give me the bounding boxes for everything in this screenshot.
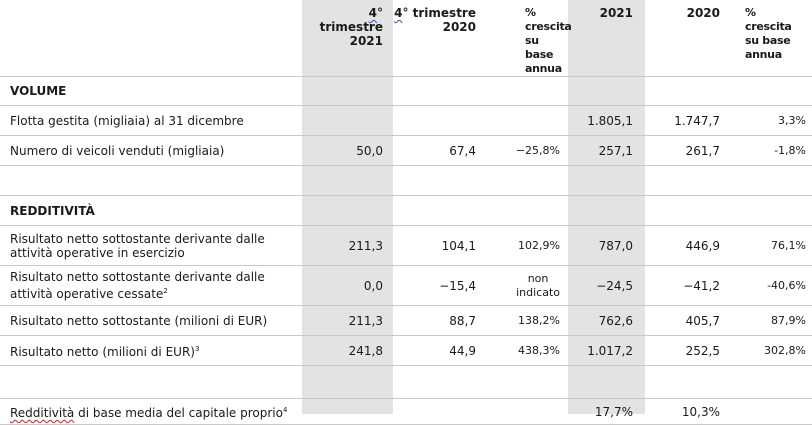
cell-2020: 252,5 [645,335,732,366]
cell-growth-quarter [488,105,568,136]
table-row: Numero di veicoli venduti (migliaia) 50,… [0,135,812,166]
cell-growth-year: 87,9% [732,305,812,336]
cell-growth-quarter: 102,9% [488,225,568,266]
cell-2020: 261,7 [645,135,732,166]
cell-q4-2020: −15,4 [393,265,488,306]
cell-q4-2020: 104,1 [393,225,488,266]
cell-q4-2021: 211,3 [302,225,393,266]
section-title-volume: VOLUME [0,76,302,106]
header-label-cell [0,0,302,77]
cell-2021: −24,5 [568,265,645,306]
cell-q4-2021: 0,0 [302,265,393,306]
cell-2021: 257,1 [568,135,645,166]
spacer-row [0,165,812,196]
header-row: 4° trimestre 2021 4° trimestre 2020 % cr… [0,0,812,77]
cell-q4-2021: 211,3 [302,305,393,336]
cell-q4-2020 [393,398,488,425]
header-growth-year: % crescita su base annua [732,0,812,77]
row-label: Risultato netto sottostante (milioni di … [0,305,302,336]
table-row: Risultato netto sottostante (milioni di … [0,305,812,336]
cell-2021: 1.805,1 [568,105,645,136]
cell-2020: −41,2 [645,265,732,306]
cell-growth-year: -40,6% [732,265,812,306]
table-row: Risultato netto (milioni di EUR)3 241,8 … [0,335,812,366]
row-label: Redditività di base media del capitale p… [0,398,302,425]
table-row: Risultato netto sottostante derivante da… [0,265,812,306]
cell-q4-2021: 50,0 [302,135,393,166]
section-title-redditivita: REDDITIVITÀ [0,195,302,226]
table-row: Flotta gestita (migliaia) al 31 dicembre… [0,105,812,136]
row-label: Risultato netto sottostante derivante da… [0,225,302,266]
cell-2020: 1.747,7 [645,105,732,136]
table-row: Redditività di base media del capitale p… [0,398,812,425]
cell-growth-year: -1,8% [732,135,812,166]
header-year-2020: 2020 [645,0,732,77]
cell-q4-2021: 241,8 [302,335,393,366]
section-row-volume: VOLUME [0,76,812,106]
cell-growth-quarter: non indicato [488,265,568,306]
spacer-row [0,365,812,399]
header-year-2021: 2021 [568,0,645,77]
cell-2021: 787,0 [568,225,645,266]
row-label: Risultato netto (milioni di EUR)3 [0,335,302,366]
cell-2021: 762,6 [568,305,645,336]
cell-growth-quarter: 438,3% [488,335,568,366]
header-growth-quarter: % crescita su base annua [488,0,572,77]
header-q4-2020: 4° trimestre 2020 [393,0,488,77]
cell-2021: 17,7% [568,398,645,425]
cell-2021: 1.017,2 [568,335,645,366]
cell-growth-quarter [488,398,568,425]
cell-growth-quarter: 138,2% [488,305,568,336]
cell-q4-2020 [393,105,488,136]
cell-2020: 446,9 [645,225,732,266]
cell-q4-2020: 88,7 [393,305,488,336]
cell-growth-year: 302,8% [732,335,812,366]
cell-q4-2021 [302,398,393,425]
cell-q4-2020: 67,4 [393,135,488,166]
cell-growth-year: 76,1% [732,225,812,266]
row-label: Risultato netto sottostante derivante da… [0,265,302,306]
cell-2020: 405,7 [645,305,732,336]
section-row-redditivita: REDDITIVITÀ [0,195,812,226]
cell-q4-2021 [302,105,393,136]
cell-q4-2020: 44,9 [393,335,488,366]
table-row: Risultato netto sottostante derivante da… [0,225,812,266]
header-q4-2021: 4° trimestre 2021 [302,0,393,77]
cell-growth-quarter: −25,8% [488,135,568,166]
cell-growth-year: 3,3% [732,105,812,136]
row-label: Numero di veicoli venduti (migliaia) [0,135,302,166]
cell-2020: 10,3% [645,398,732,425]
row-label: Flotta gestita (migliaia) al 31 dicembre [0,105,302,136]
cell-growth-year [732,398,812,425]
